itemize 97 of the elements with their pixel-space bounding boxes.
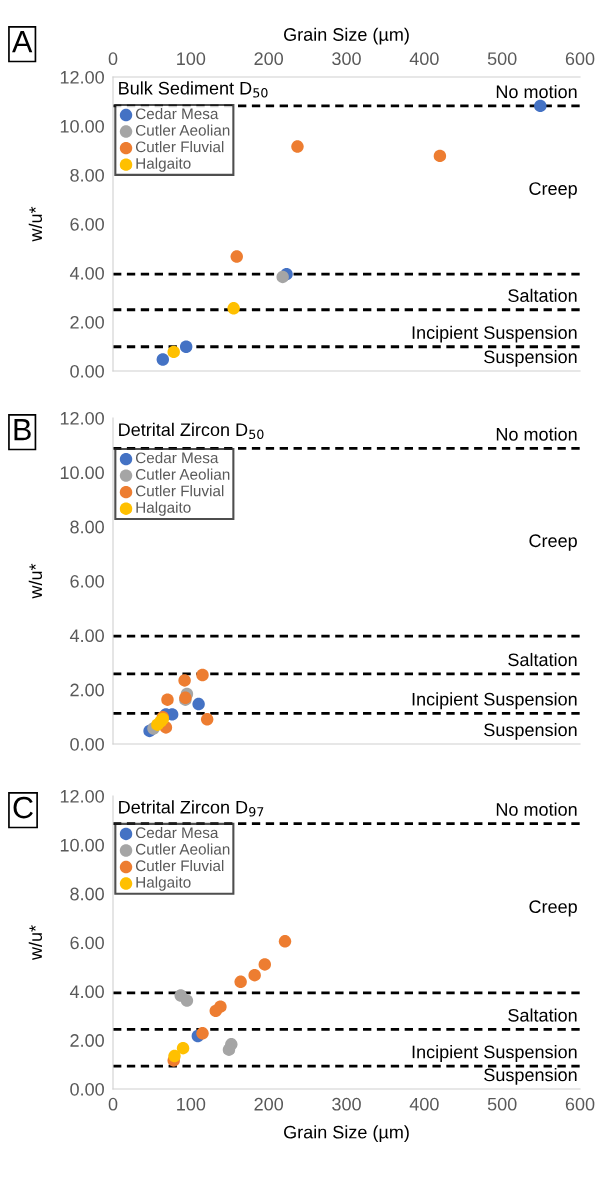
x-tick-label: 600 [565,1097,595,1111]
x2-tick-label: 300 [332,52,361,66]
chart-subtitle: Detrital Zircon D$_{97}$ [119,800,264,817]
y-tick-label: 6.00 [70,574,104,588]
x-tick-label: 300 [332,1097,361,1111]
legend-label: Cutler Fluvial [135,859,224,872]
point [230,250,243,263]
legend-label: Cutler Aeolian [135,124,230,136]
x-tick-label: 500 [487,1097,517,1111]
x2-tick-label: 600 [565,52,595,66]
annotation: Creep [529,900,577,917]
point [433,149,447,163]
y-axis-title: w/u* [28,206,43,242]
legend-label: Halgaito [136,876,191,891]
point [156,353,170,366]
chart-title: C [13,796,33,819]
y-tick-label: 8.00 [70,887,104,901]
point [534,99,547,113]
y-tick-label: 10.00 [60,466,104,480]
annotation: Saltation [508,288,577,303]
point [192,697,205,711]
point [291,140,304,153]
x2-tick-label: 200 [254,52,284,66]
chart-title: B [14,419,31,441]
y-tick-label: 2.00 [70,1034,104,1047]
point [176,1042,190,1055]
point [248,969,261,982]
legend-label: Cedar Mesa [135,452,219,464]
y-tick-label: 4.00 [69,629,104,643]
y-tick-label: 12.00 [60,411,104,425]
annotation: No motion [496,84,577,99]
y-tick-label: 0.00 [70,364,104,378]
y-tick-label: 6.00 [70,217,104,231]
legend-label: Cutler Fluvial [135,485,224,497]
point [179,340,193,353]
x-tick-label: 200 [254,1097,284,1111]
point [258,958,271,971]
y-axis-title: w/u* [28,925,43,961]
y-tick-label: 4.00 [69,266,104,280]
legend-label: Cutler Fluvial [135,141,224,153]
point [168,1049,181,1063]
point [227,302,240,315]
annotation: Suspension [484,1068,577,1085]
x-axis-title: Grain Size (µm) [284,1125,409,1143]
annotation: Suspension [484,350,577,367]
annotation: Incipient Suspension [412,325,577,343]
annotation: Suspension [484,723,577,740]
x2-axis-title: Grain Size (µm) [284,27,409,45]
point [222,1043,236,1056]
point [178,674,191,687]
x-tick-label: 0 [108,1097,118,1111]
annotation: Saltation [508,652,577,667]
point [278,935,292,948]
x2-tick-label: 0 [108,52,118,66]
annotation: No motion [496,802,577,816]
annotation: No motion [496,427,577,441]
y-tick-label: 2.00 [70,315,104,329]
y-tick-label: 2.00 [70,683,104,697]
y-tick-label: 0.00 [70,737,104,751]
point [276,270,289,284]
y-tick-label: 12.00 [60,789,104,803]
annotation: Creep [529,182,577,199]
y-tick-label: 4.00 [69,985,104,999]
legend-label: Halgaito [136,157,191,172]
point [161,693,174,706]
y-tick-label: 8.00 [70,168,104,182]
x-tick-label: 100 [177,1097,206,1111]
point [196,668,209,682]
point [234,975,247,989]
y-tick-label: 10.00 [60,838,104,852]
annotation: Incipient Suspension [412,1045,577,1062]
legend-label: Cutler Aeolian [135,468,230,480]
y-tick-label: 0.00 [70,1082,104,1096]
chart-subtitle: Detrital Zircon D$_{50}$ [119,422,264,440]
y-tick-label: 6.00 [70,936,104,950]
legend-label: Cedar Mesa [135,107,219,120]
y-tick-label: 8.00 [70,520,104,534]
x2-tick-label: 400 [409,52,439,66]
point [200,713,214,726]
legend-label: Halgaito [136,501,191,516]
point [209,1004,222,1018]
chart-title: A [12,31,33,53]
y-tick-label: 12.00 [60,70,104,84]
y-axis-title: w/u* [28,563,43,599]
annotation: Saltation [508,1008,577,1022]
point [196,1027,209,1040]
chart-subtitle: Bulk Sediment D$_{50}$ [119,81,268,98]
legend-label: Cedar Mesa [135,826,219,839]
y-tick-label: 10.00 [60,119,104,133]
point [180,994,194,1007]
point [167,345,180,359]
x2-tick-label: 500 [487,52,517,66]
legend-label: Cutler Aeolian [135,843,230,855]
annotation: Incipient Suspension [412,692,577,710]
annotation: Creep [529,534,577,551]
x2-tick-label: 100 [177,52,206,66]
x-tick-label: 400 [409,1097,439,1111]
